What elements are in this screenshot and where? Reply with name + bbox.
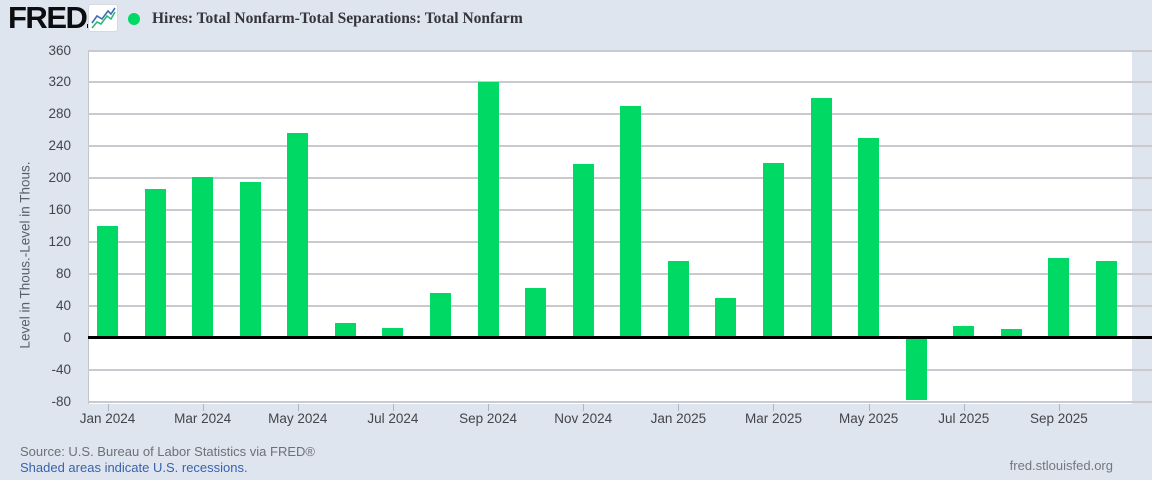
x-axis-label: Mar 2025	[744, 411, 802, 426]
x-axis-tick	[583, 404, 585, 411]
x-axis-tick	[297, 404, 299, 411]
y-axis-line	[88, 50, 89, 404]
fred-logo-text: FRED	[8, 0, 88, 35]
x-axis-label: Jan 2024	[79, 411, 136, 426]
gridline	[88, 177, 1152, 180]
x-axis-tick	[392, 404, 394, 411]
y-axis-label: 40	[55, 298, 71, 314]
chart-title: Hires: Total Nonfarm-Total Separations: …	[152, 10, 523, 27]
source-attribution: Source: U.S. Bureau of Labor Statistics …	[20, 444, 315, 459]
bar[interactable]	[525, 288, 547, 338]
x-axis-label: Sep 2025	[1030, 411, 1088, 426]
x-axis-tick	[963, 404, 965, 411]
bar[interactable]	[762, 163, 784, 338]
gridline	[88, 368, 1152, 371]
bar[interactable]	[429, 293, 451, 338]
gridline	[88, 81, 1152, 84]
y-axis-label: -40	[51, 361, 71, 377]
gridline	[88, 209, 1152, 212]
y-axis-label: 360	[48, 42, 71, 58]
x-axis-label: Jul 2025	[938, 411, 990, 426]
gridline	[88, 49, 1152, 52]
bar[interactable]	[810, 98, 832, 338]
bar[interactable]	[858, 138, 880, 338]
x-axis-tick	[1058, 404, 1060, 411]
x-axis-tick	[488, 404, 490, 411]
bar[interactable]	[1000, 329, 1022, 338]
recessions-note-link[interactable]: Shaded areas indicate U.S. recessions.	[20, 460, 248, 475]
x-axis-tick	[678, 404, 680, 411]
bar[interactable]	[334, 322, 356, 338]
x-axis-label: Nov 2024	[554, 411, 613, 426]
gridline	[88, 241, 1152, 244]
sparkline-icon-svg	[91, 7, 116, 29]
y-axis-label: 240	[48, 138, 71, 154]
x-axis-tick	[773, 404, 775, 411]
bar[interactable]	[192, 176, 214, 338]
y-axis-label: -80	[51, 393, 71, 409]
gridline	[88, 305, 1152, 308]
y-axis-label: 80	[55, 266, 71, 282]
fred-site-link[interactable]: fred.stlouisfed.org	[1009, 458, 1113, 473]
gridline	[88, 400, 1152, 403]
fred-sparkline-icon	[88, 4, 118, 32]
bar[interactable]	[144, 189, 166, 338]
fred-logo[interactable]: FRED	[8, 0, 92, 36]
x-axis-tick	[107, 404, 109, 411]
x-axis-tick	[202, 404, 204, 411]
bar[interactable]	[953, 326, 975, 338]
bar[interactable]	[1095, 261, 1117, 338]
y-axis-label: 120	[48, 234, 71, 250]
x-axis-label: Sep 2024	[459, 411, 517, 426]
y-axis-label: 200	[48, 170, 71, 186]
plot-area[interactable]	[88, 50, 1132, 404]
bar[interactable]	[477, 82, 499, 338]
bar[interactable]	[287, 132, 309, 338]
x-axis-label: Mar 2024	[174, 411, 232, 426]
bar[interactable]	[572, 163, 594, 338]
x-axis-label: May 2025	[838, 411, 899, 426]
gridline	[88, 273, 1152, 276]
x-axis-label: May 2024	[268, 411, 328, 426]
y-axis-label: 280	[48, 106, 71, 122]
bar[interactable]	[620, 106, 642, 338]
y-axis-label: 160	[48, 202, 71, 218]
bar[interactable]	[382, 328, 404, 338]
gridline	[88, 145, 1152, 148]
bar[interactable]	[667, 261, 689, 338]
x-axis-tick	[868, 404, 870, 411]
x-axis-label: Jan 2025	[650, 411, 707, 426]
bar[interactable]	[239, 182, 261, 338]
zero-line	[88, 336, 1152, 339]
legend-marker-dot	[128, 13, 140, 25]
bar[interactable]	[905, 338, 927, 401]
x-axis-label: Jul 2024	[367, 411, 419, 426]
bar[interactable]	[97, 226, 118, 338]
y-axis-label: 0	[63, 330, 71, 345]
bar[interactable]	[1048, 258, 1070, 338]
gridline	[88, 113, 1152, 116]
y-axis-label: 320	[48, 74, 71, 90]
bar[interactable]	[715, 298, 737, 338]
